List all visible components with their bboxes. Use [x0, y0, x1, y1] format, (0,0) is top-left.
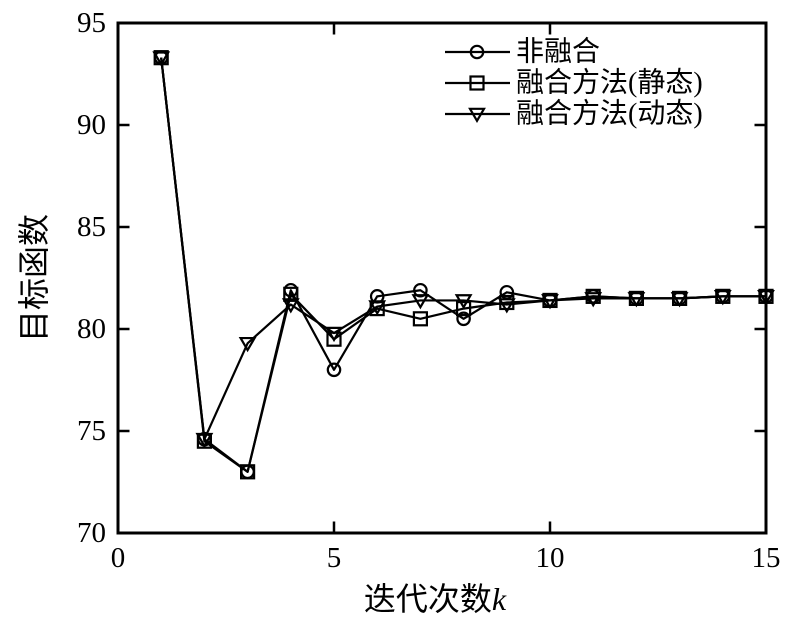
legend-entry: 非融合 — [445, 36, 600, 68]
x-axis-label-text: 迭代次数 — [364, 581, 492, 617]
y-tick-label: 80 — [77, 313, 106, 345]
triangle-down-marker-icon — [325, 326, 343, 343]
triangle-down-marker-icon — [152, 51, 171, 67]
x-tick-label: 0 — [111, 542, 126, 574]
square-marker-icon — [456, 301, 472, 317]
y-tick-label: 75 — [77, 415, 106, 447]
triangle-down-marker-icon — [627, 292, 646, 308]
legend: 非融合 融合方法(静态) 融合方法(动态) — [445, 36, 703, 130]
triangle-down-marker-icon — [195, 432, 214, 449]
axes-box — [116, 21, 768, 535]
y-axis-label: 目标函数 — [16, 214, 52, 342]
triangle-down-marker-icon — [411, 294, 430, 310]
plot-area: 0 5 10 15 70 75 80 85 90 95 — [77, 7, 781, 574]
circle-marker-icon — [456, 311, 471, 327]
square-marker-icon — [499, 294, 515, 311]
triangle-down-marker-icon — [468, 107, 486, 123]
legend-entry: 融合方法(动态) — [445, 98, 703, 130]
triangle-down-marker-icon — [713, 290, 732, 306]
y-tick-label: 85 — [77, 211, 106, 243]
triangle-down-marker-icon — [584, 292, 603, 308]
x-axis-label: 迭代次数k — [364, 581, 507, 617]
y-tick-label: 95 — [77, 7, 106, 39]
triangle-down-marker-icon — [238, 336, 257, 353]
x-axis-label-variable: k — [492, 581, 507, 617]
square-marker-icon — [283, 286, 299, 302]
legend-label: 非融合 — [516, 36, 600, 68]
x-tick-label: 5 — [327, 542, 342, 574]
legend-label: 融合方法(动态) — [516, 98, 703, 130]
legend-entry: 融合方法(静态) — [445, 67, 703, 99]
circle-marker-icon — [469, 44, 485, 60]
square-marker-icon — [469, 75, 485, 91]
triangle-down-marker-icon — [454, 294, 473, 310]
series-line-2 — [160, 57, 766, 441]
square-marker-icon — [412, 311, 428, 327]
triangle-down-marker-icon — [497, 298, 516, 314]
triangle-down-marker-icon — [368, 300, 387, 316]
y-tick-label: 90 — [77, 109, 106, 141]
x-tick-label: 15 — [752, 542, 781, 574]
triangle-down-marker-icon — [541, 294, 559, 310]
x-tick-label: 10 — [536, 542, 565, 574]
triangle-down-marker-icon — [670, 292, 689, 308]
triangle-down-marker-icon — [281, 298, 300, 314]
circle-marker-icon — [413, 282, 428, 298]
y-tick-label: 70 — [77, 517, 106, 549]
square-marker-icon — [240, 464, 256, 480]
legend-label: 融合方法(静态) — [516, 67, 703, 99]
square-marker-icon — [326, 331, 342, 347]
square-marker-icon — [585, 288, 601, 304]
circle-marker-icon — [326, 362, 342, 378]
triangle-down-marker-icon — [757, 290, 775, 306]
